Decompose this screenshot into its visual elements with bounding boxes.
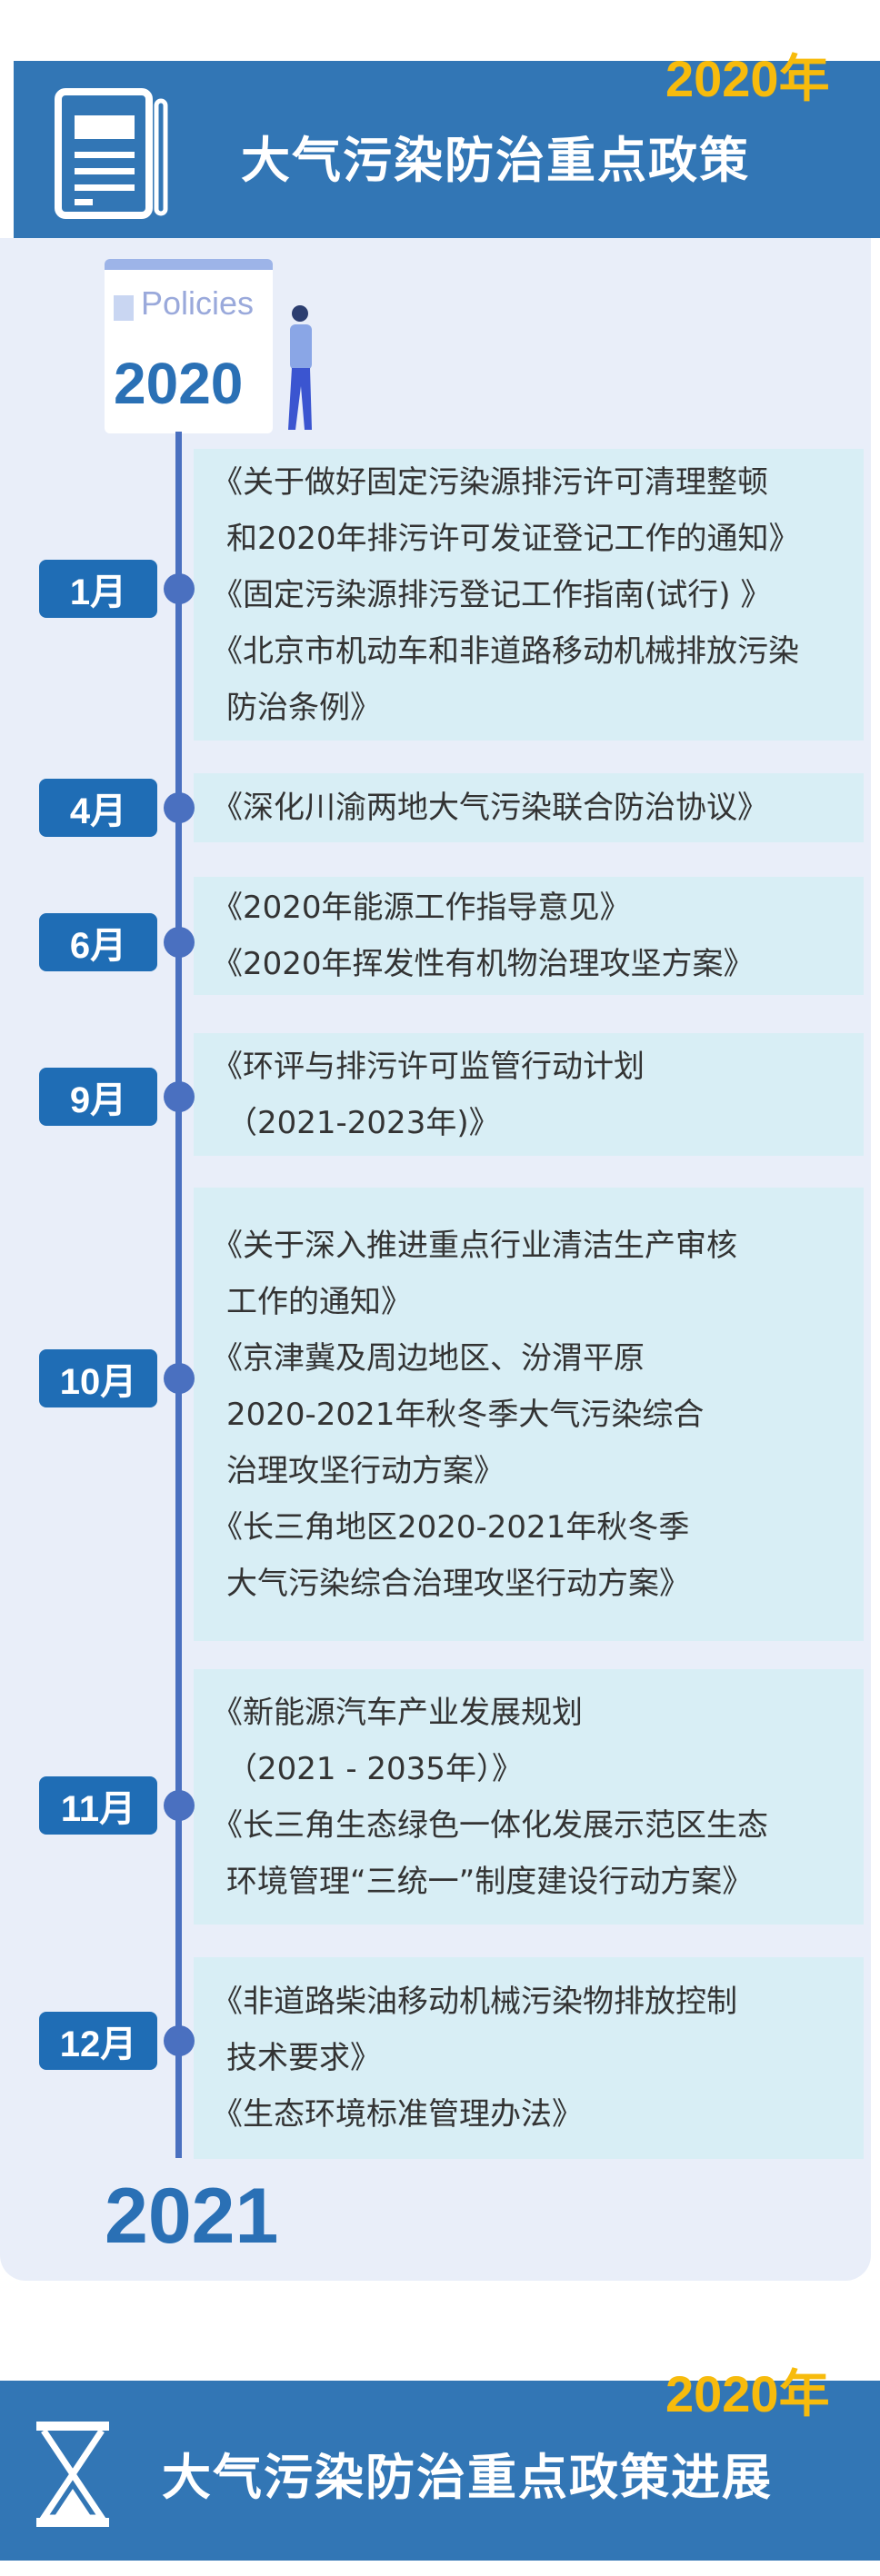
policy-line: （2021 - 2035年）》 [226,1750,523,1787]
header-banner: 大气污染防治重点政策 [14,61,880,238]
timeline-line [175,432,182,2158]
policy-line: 工作的通知》 [226,1283,412,1320]
month-badge: 9月 [39,1068,157,1126]
timeline-dot [164,573,195,604]
newspaper-icon [55,88,168,219]
policy-box: 《关于深入推进重点行业清洁生产审核工作的通知》《京津冀及周边地区、汾渭平原 202… [194,1188,864,1641]
month-badge: 10月 [39,1349,157,1407]
month-badge: 4月 [39,779,157,837]
policy-line: 防治条例》 [226,689,381,726]
policy-line: 《长三角地区2020-2021年秋冬季 [212,1508,690,1546]
policy-box: 《新能源汽车产业发展规划 （2021 - 2035年）》《长三角生态绿色一体化发展… [194,1669,864,1925]
policy-box: 《环评与排污许可监管行动计划 （2021-2023年)》 [194,1033,864,1156]
policy-line: 《北京市机动车和非道路移动机械排放污染 [212,632,799,670]
policy-box: 《非道路柴油移动机械污染物排放控制技术要求》《生态环境标准管理办法》 [194,1957,864,2159]
policy-line: 《固定污染源排污登记工作指南(试行) 》 [212,576,772,613]
policy-line: 环境管理“三统一”制度建设行动方案》 [226,1863,754,1900]
illustration-year: 2020 [114,351,244,416]
timeline-dot [164,1081,195,1112]
month-badge: 1月 [39,560,157,618]
timeline-dot [164,1790,195,1821]
month-badge: 12月 [39,2012,157,2070]
footer-year-tag: 2020年 [665,2365,830,2422]
page-title: 大气污染防治重点政策 [241,132,750,189]
timeline-dot [164,792,195,823]
policy-line: 《非道路柴油移动机械污染物排放控制 [212,1984,737,2020]
policy-line: 大气污染综合治理攻坚行动方案》 [226,1565,690,1602]
policy-line: 2020-2021年秋冬季大气污染综合 [226,1396,705,1433]
policy-line: （2021-2023年)》 [226,1104,500,1141]
policy-line: 和2020年排污许可发证登记工作的通知》 [226,520,800,557]
policy-line: 《关于做好固定污染源排污许可清理整顿 [212,463,768,501]
policies-illustration: Policies 2020 [105,259,359,436]
policy-line: 《生态环境标准管理办法》 [212,2096,583,2133]
person-icon [288,305,312,430]
timeline-dot [164,927,195,958]
timeline-dot [164,2025,195,2056]
policy-line: 《2020年能源工作指导意见》 [212,890,631,926]
timeline-dot [164,1363,195,1394]
month-badge: 11月 [39,1776,157,1835]
policy-line: 《新能源汽车产业发展规划 [212,1694,583,1731]
end-year: 2021 [105,2173,279,2260]
month-badge: 6月 [39,913,157,971]
policies-label: Policies [141,284,255,322]
footer-banner: 大气污染防治重点政策进展 [0,2381,880,2561]
hourglass-icon [36,2422,109,2527]
policy-line: 《深化川渝两地大气污染联合防治协议》 [212,790,768,826]
year-tag: 2020年 [665,50,830,107]
policy-line: 《京津冀及周边地区、汾渭平原 [212,1339,645,1377]
policy-line: 技术要求》 [226,2040,381,2076]
policy-box: 《2020年能源工作指导意见》《2020年挥发性有机物治理攻坚方案》 [194,877,864,995]
policy-line: 《2020年挥发性有机物治理攻坚方案》 [212,946,755,982]
policy-box: 《深化川渝两地大气污染联合防治协议》 [194,773,864,842]
footer-title: 大气污染防治重点政策进展 [162,2449,773,2506]
policy-line: 治理攻坚行动方案》 [226,1452,505,1489]
policy-line: 《关于深入推进重点行业清洁生产审核 [212,1227,737,1264]
policy-line: 《长三角生态绿色一体化发展示范区生态 [212,1806,768,1844]
policy-line: 《环评与排污许可监管行动计划 [212,1048,645,1085]
policy-box: 《关于做好固定污染源排污许可清理整顿和2020年排污许可发证登记工作的通知》《固… [194,449,864,741]
